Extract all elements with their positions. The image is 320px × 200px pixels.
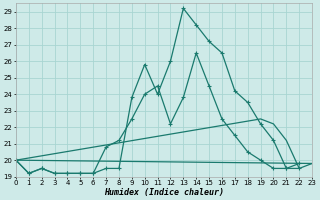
X-axis label: Humidex (Indice chaleur): Humidex (Indice chaleur) <box>104 188 224 197</box>
